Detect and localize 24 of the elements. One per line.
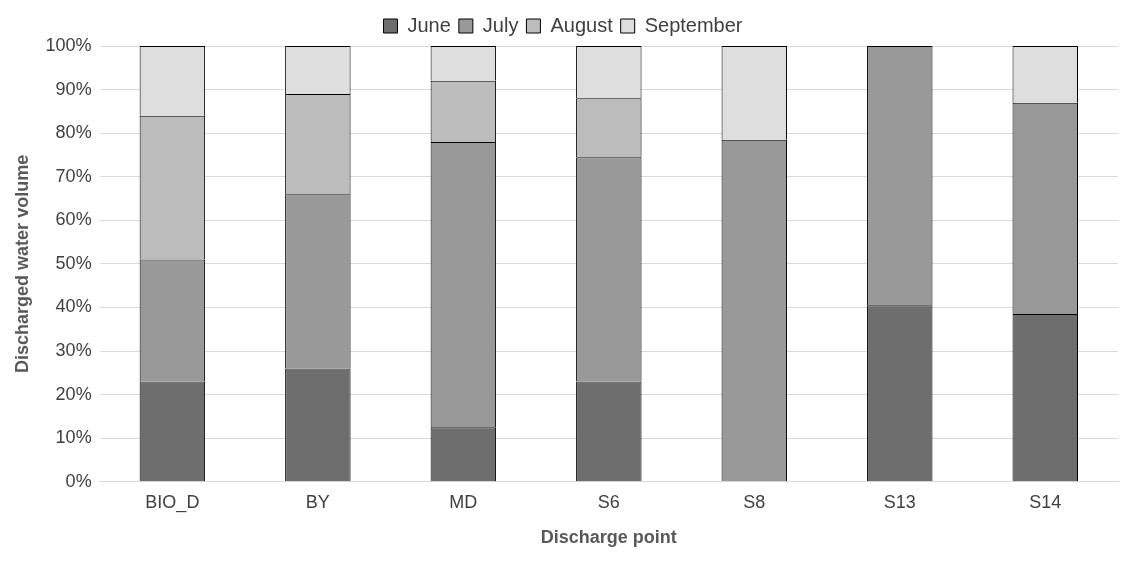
legend-label: June xyxy=(407,13,451,36)
legend-label: September xyxy=(644,13,743,36)
x-tick-label: S14 xyxy=(1029,491,1062,512)
y-axis-title: Discharged water volume xyxy=(11,154,32,373)
x-tick-label: S6 xyxy=(597,491,620,512)
y-tick-label: 90% xyxy=(55,78,92,99)
legend-label: August xyxy=(550,13,614,36)
y-tick-label: 30% xyxy=(55,340,92,361)
y-tick-label: 50% xyxy=(55,252,92,273)
legend-label: July xyxy=(482,13,519,36)
x-tick-label: BY xyxy=(305,491,330,512)
y-tick-label: 100% xyxy=(45,34,92,55)
y-tick-label: 70% xyxy=(55,165,92,186)
y-tick-label: 80% xyxy=(55,122,92,143)
x-tick-label: MD xyxy=(449,491,478,512)
y-tick-label: 20% xyxy=(55,383,92,404)
x-axis-title: Discharge point xyxy=(540,527,677,548)
y-tick-label: 0% xyxy=(65,470,92,491)
x-tick-label: S13 xyxy=(883,491,916,512)
x-tick-label: S8 xyxy=(743,491,766,512)
y-tick-label: 60% xyxy=(55,209,92,230)
y-tick-label: 40% xyxy=(55,296,92,317)
y-tick-label: 10% xyxy=(55,427,92,448)
x-tick-label: BIO_D xyxy=(145,491,200,513)
